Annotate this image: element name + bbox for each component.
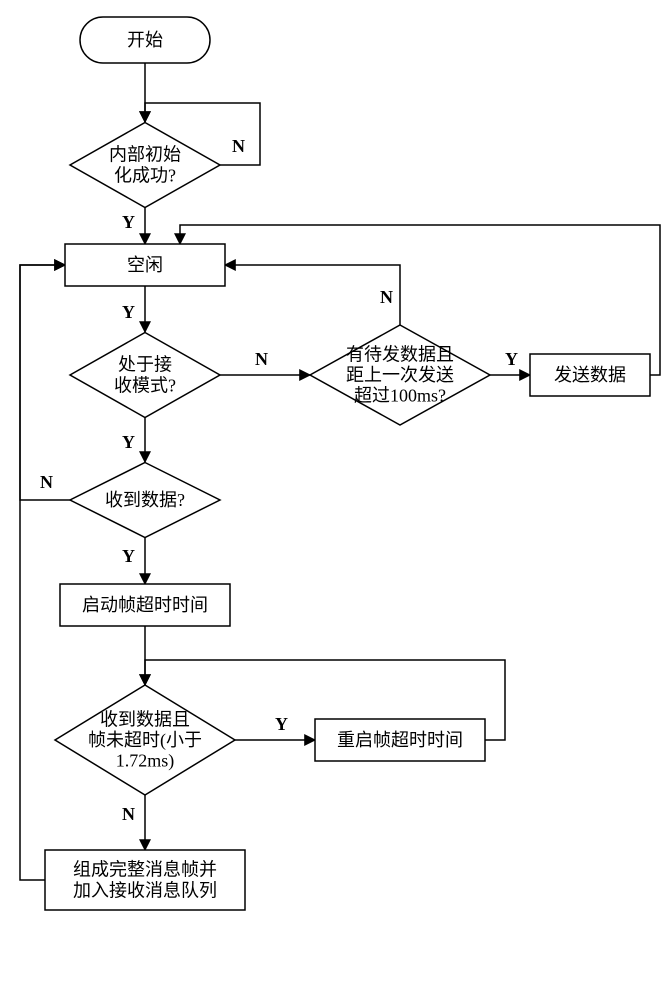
svg-text:化成功?: 化成功? [114, 165, 176, 185]
edge-label-gotdata-starttmr: Y [122, 546, 135, 566]
node-timeout: 收到数据且帧未超时(小于1.72ms) [55, 685, 235, 795]
edge-label-pending-send: Y [505, 349, 518, 369]
svg-text:收到数据?: 收到数据? [105, 490, 185, 510]
node-enqueue: 组成完整消息帧并加入接收消息队列 [45, 850, 245, 910]
edge-label-recvmode-pending: N [255, 349, 268, 369]
edge-pending-idle [225, 265, 400, 325]
svg-text:发送数据: 发送数据 [554, 365, 626, 385]
nodes-layer: 开始内部初始化成功? 空闲处于接收模式? 有待发数据且距上一次发送超过100ms? 发… [45, 17, 650, 910]
svg-text:重启帧超时时间: 重启帧超时时间 [337, 730, 463, 750]
edge-label-timeout-restart: Y [275, 714, 288, 734]
edge-enqueue-idle [20, 265, 65, 880]
edge-label-timeout-enqueue: N [122, 804, 135, 824]
node-restart: 重启帧超时时间 [315, 719, 485, 761]
flowchart-canvas: Y N Y N Y Y N Y N Y N 开始内部初始化成功? 空闲处于接收模式? 有待发数据且距上一次… [0, 0, 669, 1000]
svg-text:空闲: 空闲 [127, 255, 163, 275]
node-gotdata: 收到数据? [70, 463, 220, 538]
svg-text:收到数据且: 收到数据且 [100, 709, 190, 729]
svg-text:内部初始: 内部初始 [109, 145, 181, 165]
edge-gotdata-idle [20, 265, 70, 500]
svg-text:距上一次发送: 距上一次发送 [346, 365, 454, 385]
svg-text:处于接: 处于接 [118, 355, 172, 375]
svg-text:组成完整消息帧并: 组成完整消息帧并 [73, 860, 217, 880]
edge-label-pending-idle: N [380, 287, 393, 307]
svg-text:启动帧超时时间: 启动帧超时时间 [82, 595, 208, 615]
node-start: 开始 [80, 17, 210, 63]
edge-label-idle-recvmode: Y [122, 302, 135, 322]
edge-label-init-idle: Y [122, 212, 135, 232]
svg-text:1.72ms): 1.72ms) [116, 751, 175, 772]
edge-label-init-init: N [232, 136, 245, 156]
node-send: 发送数据 [530, 354, 650, 396]
svg-text:帧未超时(小于: 帧未超时(小于 [88, 730, 202, 751]
svg-text:有待发数据且: 有待发数据且 [346, 344, 454, 364]
node-idle: 空闲 [65, 244, 225, 286]
node-init: 内部初始化成功? [70, 123, 220, 208]
node-recvmode: 处于接收模式? [70, 333, 220, 418]
svg-text:开始: 开始 [127, 30, 163, 50]
svg-text:加入接收消息队列: 加入接收消息队列 [73, 880, 217, 900]
svg-text:收模式?: 收模式? [114, 375, 176, 395]
edge-label-gotdata-idle: N [40, 472, 53, 492]
node-starttmr: 启动帧超时时间 [60, 584, 230, 626]
edge-label-recvmode-gotdata: Y [122, 432, 135, 452]
svg-text:超过100ms?: 超过100ms? [354, 386, 446, 406]
node-pending: 有待发数据且距上一次发送超过100ms? [310, 325, 490, 425]
